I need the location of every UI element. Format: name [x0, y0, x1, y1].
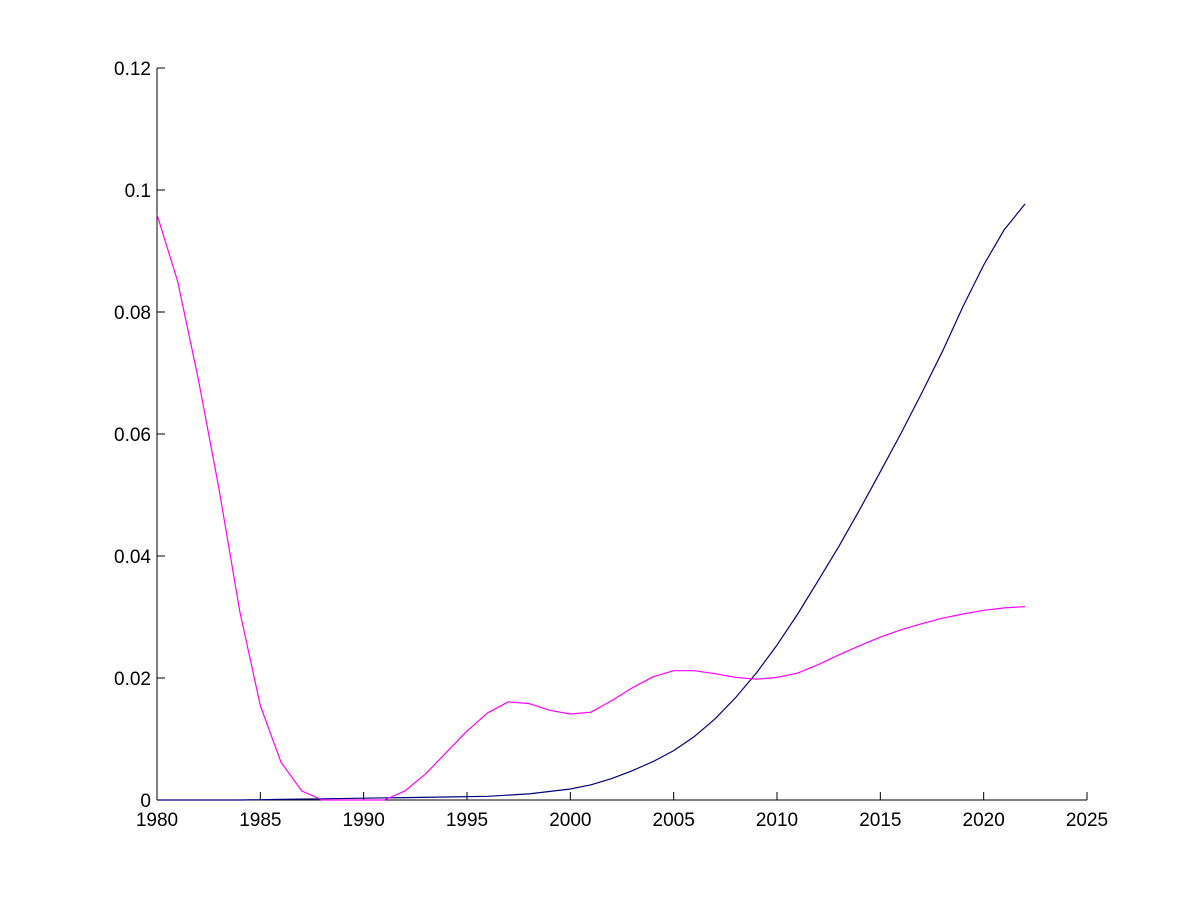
series-line-2	[156, 214, 1026, 801]
x-tick-label: 1980	[136, 810, 178, 831]
y-tick-label: 0.1	[125, 181, 151, 202]
tick-labels: 1980 1985 1990 1995 2000 2005 2010 2015 2020 2025…	[114, 59, 1108, 831]
series-line-1	[157, 203, 1026, 801]
x-tick-label: 2005	[653, 810, 695, 831]
x-tick-label: 2000	[549, 810, 591, 831]
y-tick-label: 0.08	[114, 303, 151, 324]
y-tick-label: 0.12	[114, 59, 151, 80]
x-tick-label: 1985	[239, 810, 281, 831]
x-tick-label: 1995	[446, 810, 488, 831]
x-tick-label: 2010	[756, 810, 798, 831]
x-tick-label: 2025	[1066, 810, 1108, 831]
y-tick-label: 0.06	[114, 425, 151, 446]
axes	[156, 67, 1088, 801]
x-tick-label: 2020	[963, 810, 1005, 831]
series-layer	[156, 203, 1026, 801]
x-tick-label: 2015	[859, 810, 901, 831]
y-tick-label: 0	[140, 791, 151, 812]
y-tick-label: 0.04	[114, 547, 151, 568]
y-tick-label: 0.02	[114, 669, 151, 690]
x-tick-label: 1990	[343, 810, 385, 831]
